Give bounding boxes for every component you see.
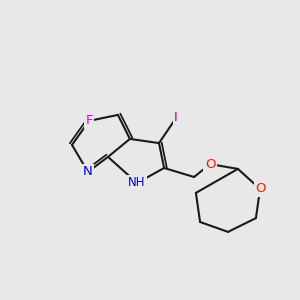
Text: O: O	[255, 182, 266, 196]
Text: O: O	[205, 158, 215, 171]
Text: NH: NH	[128, 176, 146, 190]
Text: N: N	[83, 165, 93, 178]
Text: I: I	[174, 111, 178, 124]
Text: F: F	[85, 114, 93, 128]
